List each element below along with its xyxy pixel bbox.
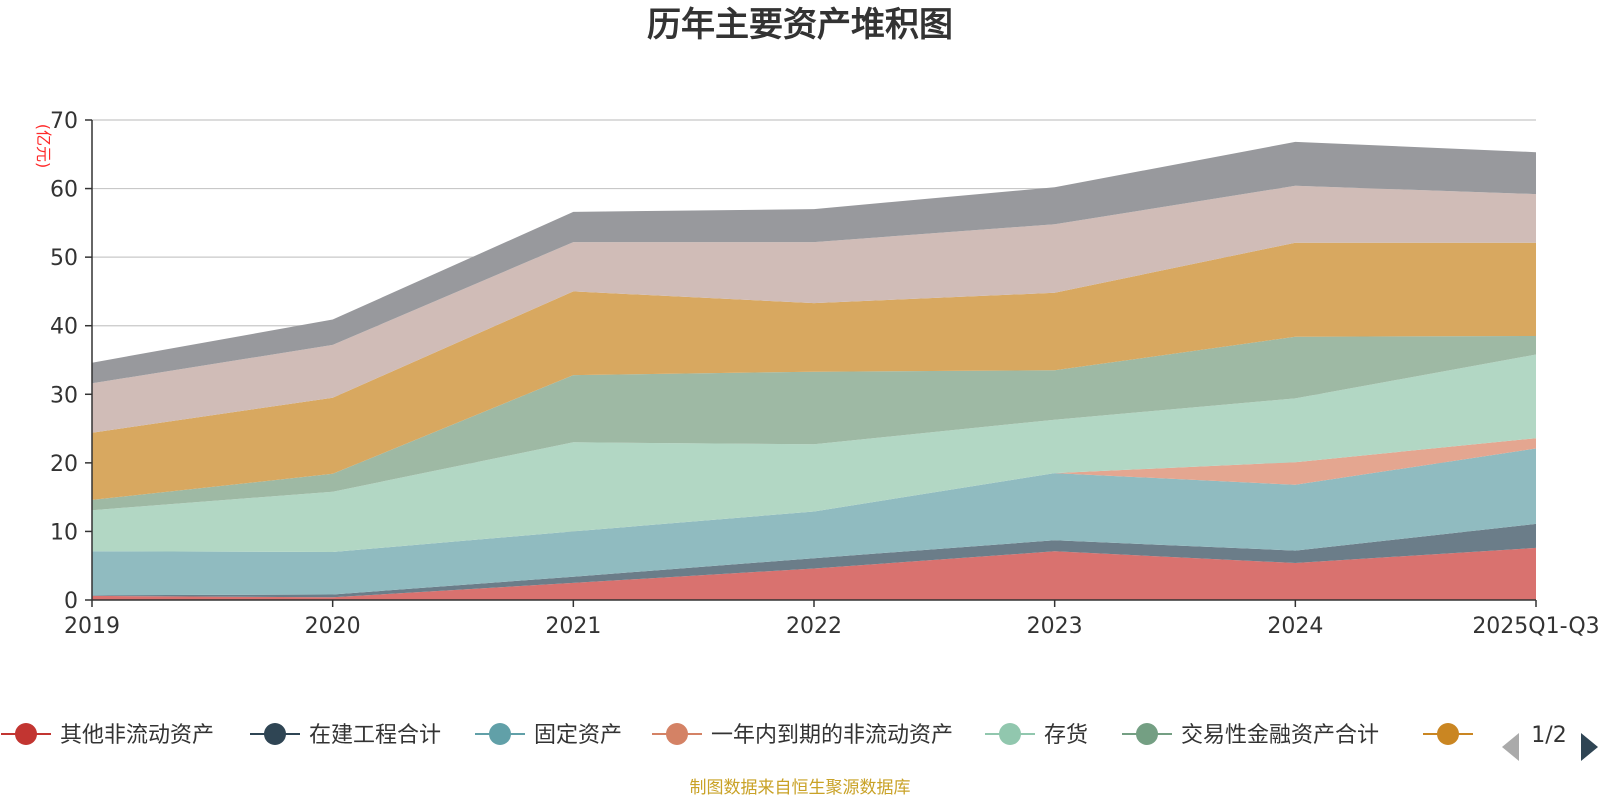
data-source-note: 制图数据来自恒生聚源数据库: [690, 778, 911, 798]
y-tick-label: 10: [50, 520, 78, 545]
legend-label: 一年内到期的非流动资产: [711, 723, 953, 748]
x-tick-label: 2025Q1-Q3: [1472, 614, 1599, 639]
legend-marker: [489, 723, 511, 745]
legend-marker: [999, 723, 1021, 745]
y-tick-label: 0: [64, 589, 78, 614]
chart-title: 历年主要资产堆积图: [647, 5, 953, 45]
legend-marker: [666, 723, 688, 745]
area-series-5[interactable]: [92, 336, 1536, 511]
legend-next-icon[interactable]: [1581, 733, 1598, 761]
legend-label: 交易性金融资产合计: [1181, 723, 1379, 748]
legend-item-0[interactable]: 其他非流动资产: [1, 723, 214, 748]
legend-item-2[interactable]: 固定资产: [475, 723, 622, 748]
legend-item-5[interactable]: 交易性金融资产合计: [1122, 723, 1379, 748]
legend-prev-icon[interactable]: [1502, 733, 1519, 761]
axes: 0 10 20 30 40 50 60 70 2019 2020 2021 2022 2023 2024 2…: [50, 109, 1600, 639]
x-tick-label: 2020: [305, 614, 361, 639]
y-tick-label: 40: [50, 315, 78, 340]
legend-item-4[interactable]: 存货: [985, 723, 1088, 748]
legend-label: 其他非流动资产: [60, 723, 214, 748]
x-tick-label: 2019: [64, 614, 120, 639]
legend-label: 在建工程合计: [309, 723, 441, 748]
area-series-6[interactable]: [92, 242, 1536, 500]
legend-item-1[interactable]: 在建工程合计: [250, 723, 441, 748]
legend: 其他非流动资产 在建工程合计 固定资产 一年内到期的非流动资产 存货 交易性金融资产合计: [1, 723, 1473, 748]
legend-marker: [15, 723, 37, 745]
area-series-4[interactable]: [92, 354, 1536, 553]
legend-item-3[interactable]: 一年内到期的非流动资产: [652, 723, 953, 748]
legend-marker: [1437, 723, 1459, 745]
legend-page-indicator: 1/2: [1531, 723, 1566, 748]
area-series-8[interactable]: [92, 141, 1536, 384]
legend-item-6[interactable]: [1423, 723, 1473, 745]
y-tick-label: 50: [50, 246, 78, 271]
legend-marker: [1136, 723, 1158, 745]
y-tick-label: 60: [50, 178, 78, 203]
legend-marker: [264, 723, 286, 745]
y-tick-label: 70: [50, 109, 78, 134]
y-tick-label: 30: [50, 383, 78, 408]
x-tick-label: 2023: [1027, 614, 1083, 639]
area-series: [92, 141, 1536, 600]
y-tick-label: 20: [50, 452, 78, 477]
area-series-7[interactable]: [92, 185, 1536, 433]
area-series-2[interactable]: [92, 448, 1536, 596]
area-series-1[interactable]: [92, 523, 1536, 598]
area-series-0[interactable]: [92, 547, 1536, 600]
legend-label: 存货: [1044, 723, 1088, 748]
x-tick-label: 2024: [1267, 614, 1323, 639]
x-tick-label: 2021: [545, 614, 601, 639]
legend-label: 固定资产: [534, 723, 622, 748]
x-tick-label: 2022: [786, 614, 842, 639]
y-axis-unit-label: (亿元): [34, 124, 53, 169]
